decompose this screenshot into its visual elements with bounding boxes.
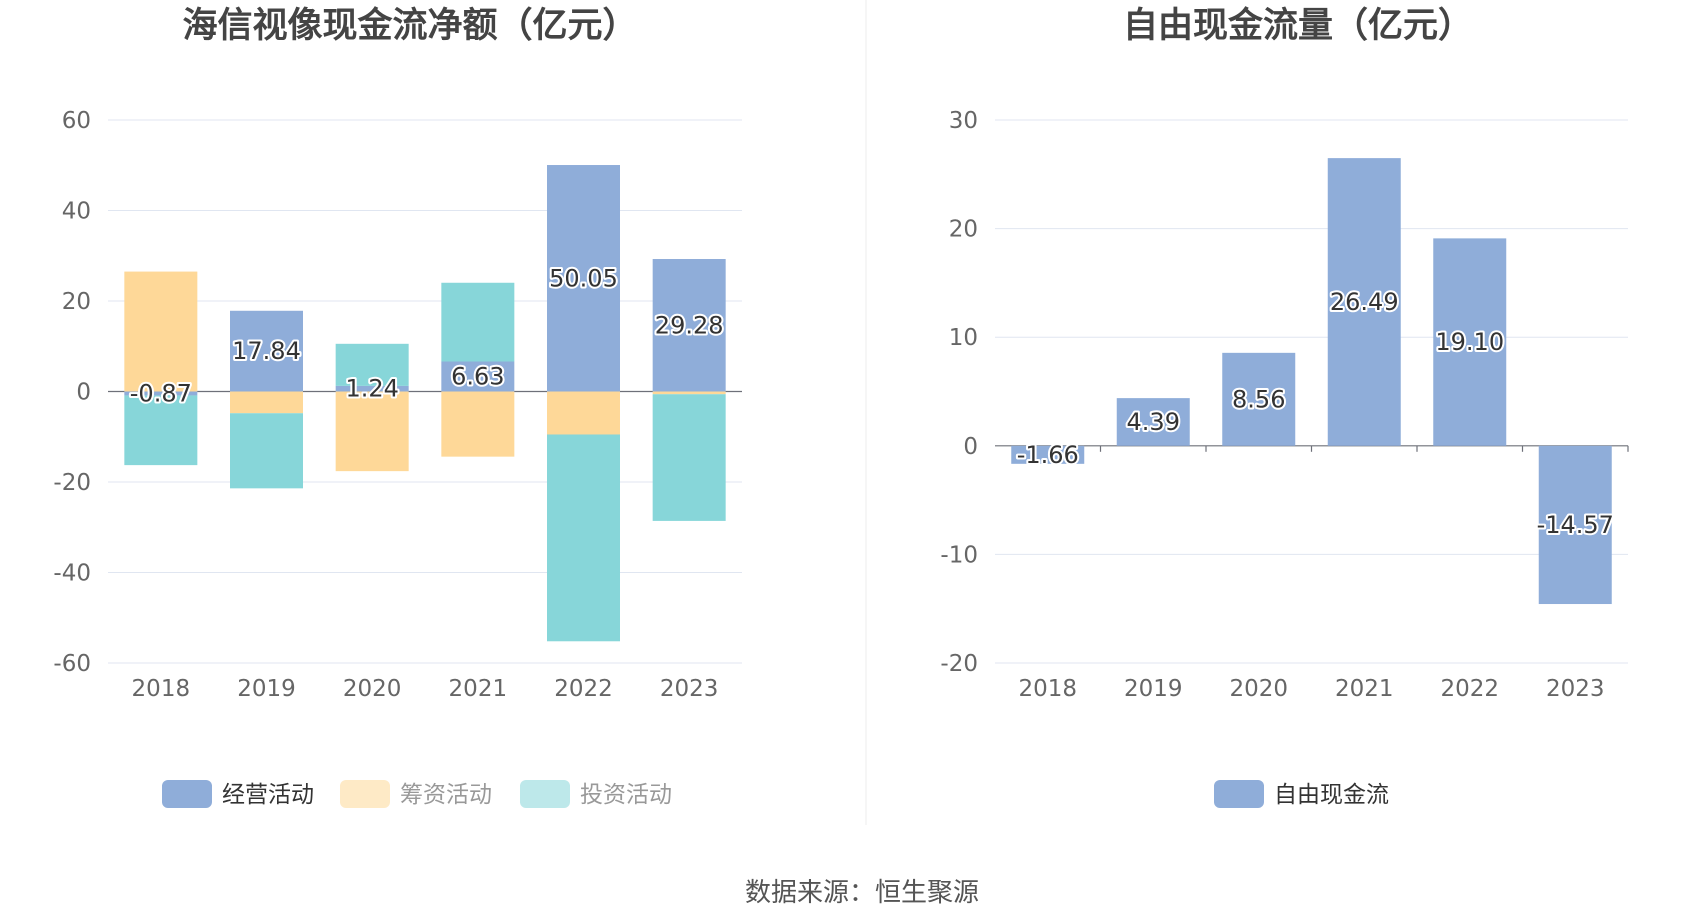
y-tick-label: -20	[53, 470, 91, 496]
bar-series-2	[441, 282, 515, 362]
data-label: 1.24	[345, 375, 398, 403]
cash-flow-net-chart: 海信视像现金流净额（亿元） 60 40 20 0 -20 -40 -60 2018 2019 20…	[53, 5, 742, 808]
y-tick-label: 10	[949, 325, 978, 351]
legend-label: 经营活动	[222, 782, 314, 808]
data-label: 4.39	[1127, 408, 1180, 436]
y-tick-label: 0	[76, 380, 91, 406]
bar-series-2	[230, 413, 303, 489]
y-tick-label: -40	[53, 561, 91, 587]
legend-swatch	[162, 780, 212, 808]
data-label: 29.28	[655, 311, 724, 339]
x-tick-label: 2019	[1124, 676, 1183, 702]
y-tick-label: 30	[949, 108, 978, 134]
bar-series-2	[335, 343, 409, 386]
y-tick-label: -10	[940, 542, 978, 568]
bar-series-1	[652, 391, 726, 395]
x-tick-label: 2023	[660, 676, 719, 702]
bar-primary	[1116, 398, 1190, 446]
bar-primary	[124, 391, 198, 396]
x-tick-label: 2022	[1440, 676, 1499, 702]
data-label: -0.87	[130, 379, 192, 407]
source-note: 数据来源：恒生聚源	[745, 878, 979, 908]
x-tick-label: 2021	[1335, 676, 1394, 702]
x-tick-label: 2018	[1018, 676, 1077, 702]
y-tick-label: 60	[62, 108, 91, 134]
data-label: 50.05	[549, 264, 618, 292]
y-tick-label: 0	[963, 434, 978, 460]
data-label: 6.63	[451, 362, 504, 390]
chart-title: 海信视像现金流净额（亿元）	[182, 5, 637, 46]
bar-series-1	[441, 391, 515, 457]
data-label: -1.66	[1017, 441, 1079, 469]
x-tick-label: 2023	[1546, 676, 1605, 702]
bar-primary	[1538, 445, 1612, 605]
legend-label: 自由现金流	[1274, 782, 1389, 808]
y-tick-label: -60	[53, 651, 91, 677]
bar-series-1	[124, 271, 198, 392]
bar-primary	[230, 310, 303, 392]
x-tick-label: 2020	[1229, 676, 1288, 702]
x-tick-label: 2022	[554, 676, 613, 702]
data-label: 17.84	[232, 337, 301, 365]
chart-title: 自由现金流量（亿元）	[1123, 5, 1473, 46]
bar-primary	[547, 165, 620, 392]
legend-label: 筹资活动	[400, 782, 492, 808]
x-tick-label: 2019	[237, 676, 296, 702]
bar-series-1	[230, 391, 303, 414]
bar-series-2	[547, 434, 620, 642]
bar-series-1	[547, 391, 620, 435]
bar-primary	[1011, 445, 1085, 464]
y-tick-label: 20	[949, 217, 978, 243]
bar-primary	[335, 385, 409, 392]
data-label: 19.10	[1435, 328, 1504, 356]
bar-series-2	[124, 395, 198, 466]
free-cash-flow-chart: 自由现金流量（亿元） 30 20 10 0 -10 -20 2018 2019 2020 2021…	[940, 5, 1629, 808]
data-label: -14.57	[1537, 511, 1614, 539]
y-tick-label: 40	[62, 199, 91, 225]
bar-primary	[652, 259, 726, 392]
legend-swatch	[340, 780, 390, 808]
legend-swatch	[1214, 780, 1264, 808]
bar-primary	[441, 361, 515, 392]
y-tick-label: 20	[62, 289, 91, 315]
bar-series-2	[652, 394, 726, 521]
bar-primary	[1433, 238, 1507, 446]
x-tick-label: 2018	[132, 676, 191, 702]
data-label: 8.56	[1232, 385, 1285, 413]
x-tick-label: 2020	[343, 676, 402, 702]
bar-primary	[1327, 158, 1401, 446]
data-label: 26.49	[1330, 288, 1399, 316]
bar-primary	[1222, 352, 1296, 446]
legend-label: 投资活动	[580, 782, 672, 808]
y-tick-label: -20	[940, 651, 978, 677]
x-tick-label: 2021	[449, 676, 508, 702]
bar-series-1	[335, 391, 409, 472]
legend-swatch	[520, 780, 570, 808]
